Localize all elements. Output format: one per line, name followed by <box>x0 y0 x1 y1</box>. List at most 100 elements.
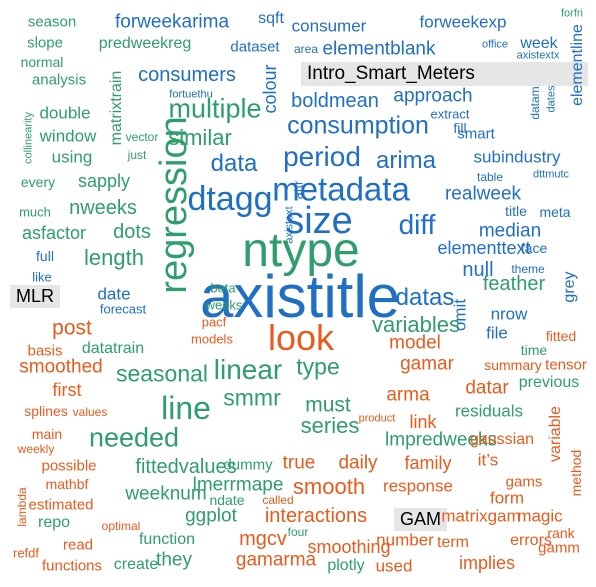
word-119: daily <box>338 452 378 474</box>
word-98: arma <box>386 384 430 406</box>
word-143: function <box>138 531 196 548</box>
word-134: repo <box>37 514 71 531</box>
word-87: datatrain <box>81 340 145 357</box>
word-74: forecast <box>99 301 147 317</box>
word-135: ggplot <box>185 505 237 527</box>
word-3: consumer <box>291 16 367 36</box>
word-1: forweekarima <box>114 11 230 33</box>
word-114: variable <box>547 405 564 463</box>
word-124: lmerrmape <box>192 474 284 496</box>
word-21: double <box>39 103 91 123</box>
word-99: datar <box>465 377 509 399</box>
word-61: length <box>84 245 144 270</box>
word-42: sapply <box>77 171 131 191</box>
word-127: gams <box>505 473 543 491</box>
word-33: fill <box>453 120 467 136</box>
word-23: colour <box>260 64 280 114</box>
word-57: diff <box>398 209 436 240</box>
word-152: gamarma <box>235 549 317 571</box>
word-63: elementtext <box>437 238 531 258</box>
word-58: median <box>478 220 542 242</box>
word-105: residuals <box>454 401 524 421</box>
word-104: line <box>161 390 211 426</box>
word-40: subindustry <box>473 147 561 167</box>
word-113: gaussian <box>469 431 535 448</box>
word-47: dtagg <box>187 180 273 218</box>
label-gam: GAM <box>394 508 448 531</box>
word-101: smmr <box>223 384 281 411</box>
word-108: main <box>31 426 63 442</box>
word-88: time <box>520 342 548 358</box>
word-129: weeknum <box>125 483 207 505</box>
word-80: variables <box>371 312 461 337</box>
word-77: pacf <box>201 314 227 330</box>
word-139: optimal <box>101 519 141 533</box>
word-140: four <box>287 525 309 539</box>
word-149: gamm <box>538 539 580 557</box>
word-115: possible <box>41 457 97 475</box>
word-68: feather <box>482 273 546 295</box>
word-147: term <box>437 534 469 551</box>
word-25: approach <box>393 85 473 107</box>
word-110: weekly <box>17 442 55 456</box>
word-9: area <box>293 42 319 56</box>
word-91: linear <box>213 354 283 385</box>
word-24: boldmean <box>291 90 379 112</box>
word-53: title <box>505 203 527 219</box>
word-17: consumers <box>138 64 236 86</box>
word-49: realweek <box>444 183 522 205</box>
word-0: season <box>27 13 77 31</box>
word-11: office <box>481 38 509 51</box>
word-97: previous <box>518 374 580 391</box>
word-32: consumption <box>287 111 429 140</box>
word-117: dummy <box>223 456 273 474</box>
word-35: using <box>51 147 93 167</box>
word-6: slope <box>27 34 63 52</box>
word-27: datam <box>528 86 542 120</box>
word-137: matrixgam <box>441 506 521 526</box>
word-131: called <box>262 493 294 507</box>
word-2: sqft <box>258 10 284 27</box>
word-112: lmpredweeks <box>385 429 497 451</box>
word-95: tensor <box>545 356 587 374</box>
word-148: errors <box>510 532 552 549</box>
word-83: fitted <box>545 328 577 344</box>
word-151: they <box>156 549 192 571</box>
word-89: smoothed <box>19 356 103 378</box>
word-122: method <box>568 449 584 497</box>
word-109: series <box>300 413 360 438</box>
word-5: forfri <box>561 7 583 20</box>
word-56: dots <box>113 221 151 243</box>
word-133: lambda <box>15 487 29 527</box>
word-154: create <box>113 556 159 573</box>
word-96: first <box>52 380 82 400</box>
word-146: number <box>376 530 434 550</box>
word-125: smooth <box>292 474 366 499</box>
word-120: family <box>404 453 452 473</box>
word-29: window <box>39 126 97 146</box>
word-10: elementblank <box>322 38 436 60</box>
word-145: smoothing <box>307 537 391 557</box>
word-44: metadata <box>272 170 410 208</box>
word-39: arima <box>375 147 437 174</box>
word-86: basis <box>27 342 63 360</box>
word-28: dates <box>545 85 558 113</box>
word-30: vector <box>125 130 159 144</box>
word-85: model <box>389 332 441 354</box>
word-50: much <box>19 204 51 220</box>
word-102: must <box>305 393 351 417</box>
word-94: summary <box>484 357 542 373</box>
label-intro-smart-meters: Intro_Smart_Meters <box>301 62 588 86</box>
word-107: link <box>409 412 437 432</box>
word-155: plotly <box>327 557 365 574</box>
word-18: axistextx <box>516 49 560 62</box>
word-37: period <box>283 141 361 172</box>
word-73: datas <box>395 284 455 311</box>
word-121: it’s <box>477 450 499 470</box>
word-72: beta <box>210 280 236 296</box>
word-20: collinearity <box>22 112 35 164</box>
word-13: elementline <box>569 24 586 106</box>
word-118: true <box>282 452 316 474</box>
word-90: seasonal <box>115 360 209 387</box>
